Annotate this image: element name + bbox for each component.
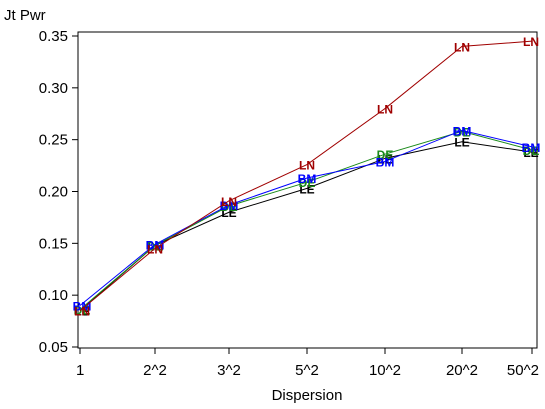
point-marker: LN	[74, 305, 90, 319]
point-marker: LN	[454, 40, 470, 54]
point-marker: BM	[522, 141, 541, 155]
series-ln: LN LN LN LN LN LN LN	[74, 35, 539, 319]
point-marker: BM	[220, 199, 239, 213]
y-tick-label: 0.20	[39, 184, 68, 201]
point-marker: DE	[147, 239, 164, 253]
y-tick-label: 0.15	[39, 235, 68, 252]
point-marker: LN	[221, 195, 237, 209]
point-marker: LN	[377, 103, 393, 117]
point-marker: LE	[523, 146, 538, 160]
y-axis: 0.05 0.10 0.15 0.20 0.25 0.30 0.35	[39, 28, 78, 356]
point-marker: LN	[299, 159, 315, 173]
point-marker: BM	[298, 172, 317, 186]
x-tick-label: 20^2	[446, 362, 478, 379]
point-marker: BM	[73, 300, 92, 314]
point-marker: LE	[74, 305, 89, 319]
y-tick-label: 0.10	[39, 287, 68, 304]
series-line	[79, 40, 533, 312]
series-line	[79, 130, 533, 311]
point-marker: DE	[377, 148, 394, 162]
point-marker: DE	[74, 304, 91, 318]
x-tick-label: 10^2	[369, 362, 401, 379]
x-tick-label: 2^2	[143, 362, 167, 379]
point-marker: DE	[454, 125, 471, 139]
y-axis-title: Jt Pwr	[4, 7, 46, 24]
y-tick-label: 0.35	[39, 28, 68, 45]
series-layer: LELELELELELELEDEDEDEDEDEDEDEBMBMBMBMBMBM…	[73, 35, 541, 319]
x-tick-label: 50^2	[507, 362, 539, 379]
point-marker: LE	[454, 136, 469, 150]
point-marker: BM	[146, 238, 165, 252]
point-marker: LE	[299, 182, 314, 196]
point-marker: LN	[147, 243, 163, 257]
point-marker: DE	[523, 144, 540, 158]
series-bm: BM BM BM BM BM BM BM	[73, 124, 541, 313]
x-axis: 1 2^2 3^2 5^2 10^2 20^2 50^2	[76, 348, 539, 379]
point-marker: LN	[523, 35, 539, 49]
y-tick-label: 0.30	[39, 80, 68, 97]
x-tick-label: 3^2	[217, 362, 241, 379]
y-tick-label: 0.05	[39, 339, 68, 356]
y-tick-label: 0.25	[39, 132, 68, 149]
series-line	[79, 129, 533, 306]
x-tick-label: 1	[76, 362, 84, 379]
x-tick-label: 5^2	[295, 362, 319, 379]
point-marker: LE	[221, 206, 236, 220]
point-marker: BM	[453, 124, 472, 138]
x-axis-title: Dispersion	[272, 387, 343, 404]
point-marker: BM	[376, 155, 395, 169]
